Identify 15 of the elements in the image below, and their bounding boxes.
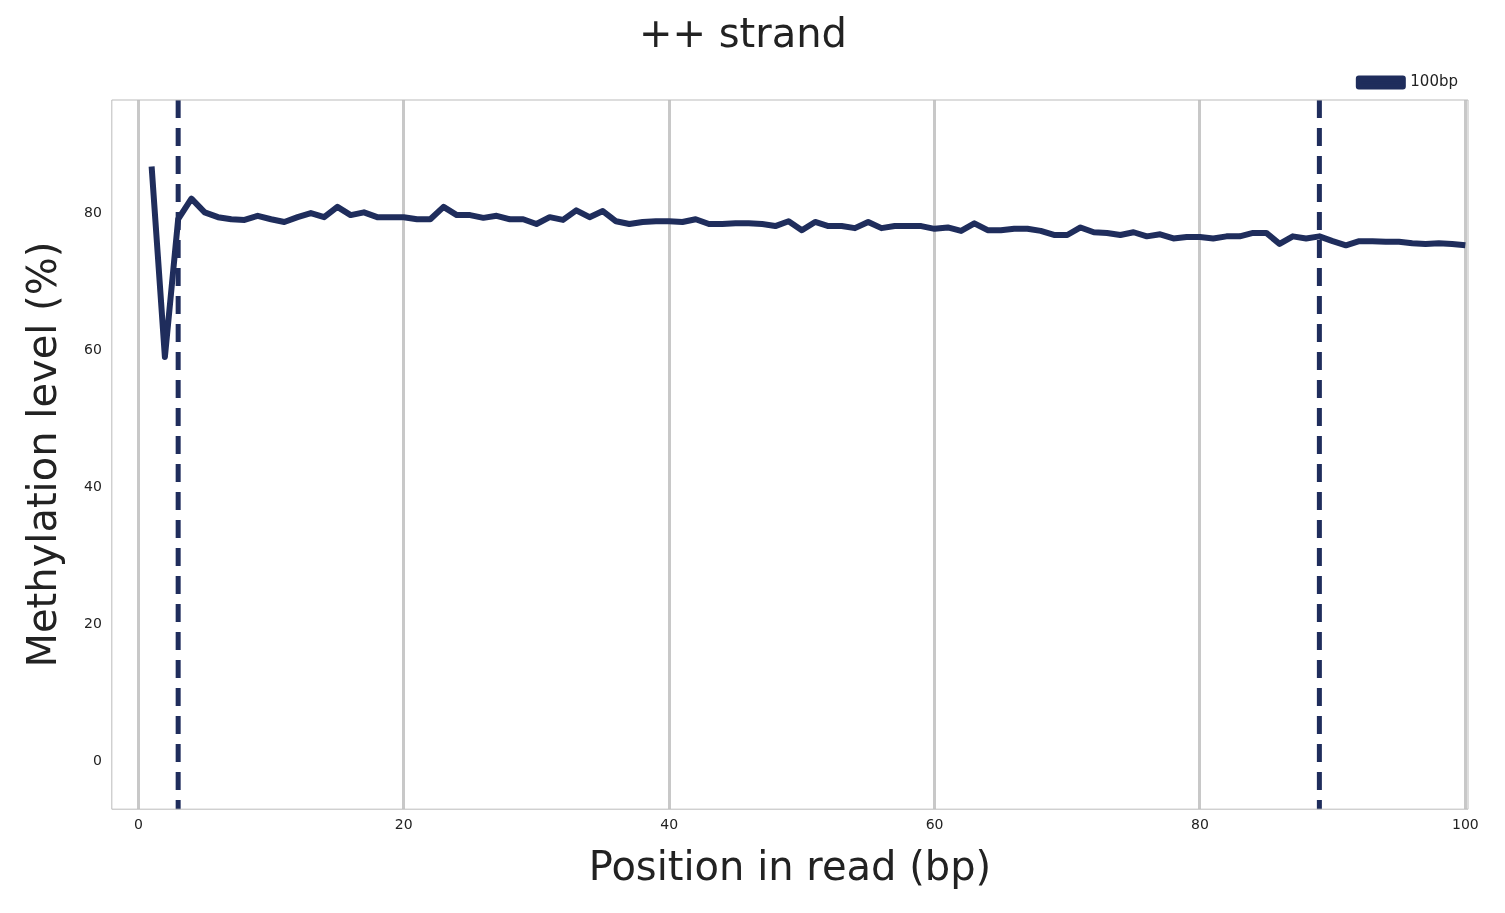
x-tick-label: 40 — [660, 816, 679, 833]
y-tick-label: 0 — [92, 751, 102, 768]
y-tick-label: 60 — [83, 340, 102, 357]
y-axis-title: Methylation level (%) — [19, 241, 66, 668]
chart-title: ++ strand — [639, 10, 847, 57]
x-tick-label: 20 — [394, 816, 413, 833]
x-tick-label: 80 — [1191, 816, 1209, 833]
y-tick-label: 80 — [83, 203, 102, 220]
x-tick-label: 60 — [925, 816, 944, 833]
y-tick-label: 20 — [83, 614, 102, 631]
legend-label: 100bp — [1410, 72, 1459, 91]
x-axis-title: Position in read (bp) — [588, 843, 992, 890]
y-tick-label: 40 — [83, 477, 102, 494]
x-tick-label: 0 — [133, 816, 143, 833]
x-tick-label: 100 — [1451, 816, 1479, 833]
